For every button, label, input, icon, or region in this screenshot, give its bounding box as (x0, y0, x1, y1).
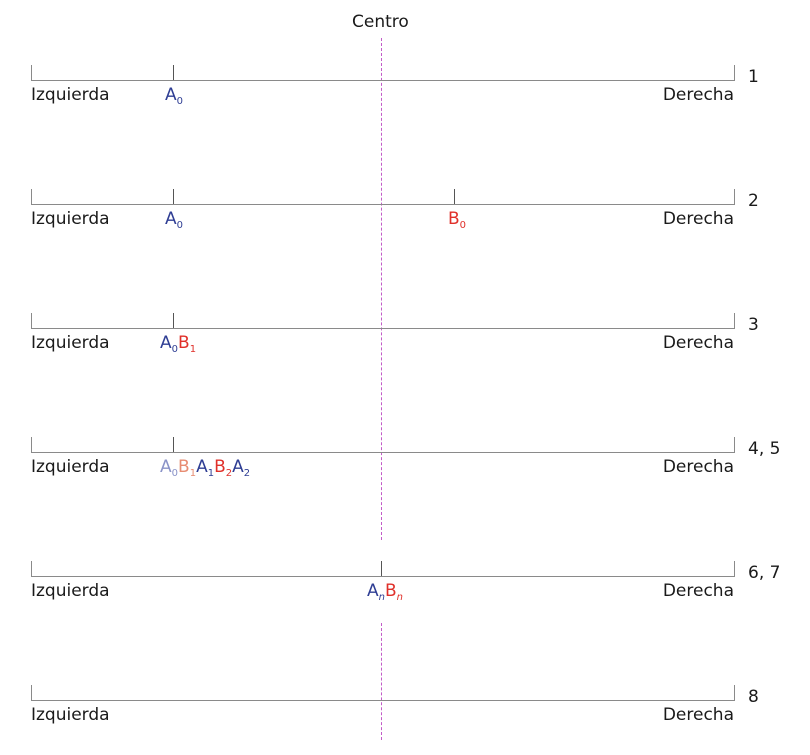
right-end-tick (734, 189, 735, 204)
axis-line (31, 700, 735, 701)
left-end-tick (31, 437, 32, 452)
label-a2: A2 (232, 457, 251, 479)
position-tick-a (173, 437, 174, 452)
position-tick-b (454, 189, 455, 204)
axis-line (31, 576, 735, 577)
step-number: 3 (748, 315, 759, 335)
left-end-tick (31, 189, 32, 204)
left-end-tick (31, 685, 32, 700)
step-number: 8 (748, 687, 759, 707)
right-end-tick (734, 313, 735, 328)
position-label-a0: A0 (165, 85, 184, 107)
label-a0-faded: A0 (160, 457, 179, 479)
label-a0: A0 (160, 333, 179, 355)
position-tick-center (381, 561, 382, 576)
step-row-6-7: 6, 7 Izquierda Derecha AnBn (0, 561, 810, 621)
position-labels: A0B1 (160, 333, 196, 355)
left-label: Izquierda (31, 209, 110, 229)
left-end-tick (31, 313, 32, 328)
axis-line (31, 80, 735, 81)
step-number: 4, 5 (748, 439, 781, 459)
position-labels: A0B1A1B2A2 (160, 457, 250, 479)
right-end-tick (734, 437, 735, 452)
left-label: Izquierda (31, 457, 110, 477)
right-label: Derecha (662, 209, 734, 229)
step-number: 6, 7 (748, 563, 781, 583)
right-label: Derecha (662, 705, 734, 725)
right-end-tick (734, 561, 735, 576)
position-label-a0: A0 (165, 209, 184, 231)
step-row-1: 1 Izquierda Derecha A0 (0, 65, 810, 125)
position-labels: AnBn (367, 581, 403, 603)
axis-line (31, 204, 735, 205)
label-bn: Bn (384, 581, 403, 603)
center-label: Centro (352, 12, 409, 32)
step-number: 2 (748, 191, 759, 211)
step-row-2: 2 Izquierda Derecha A0 B0 (0, 189, 810, 249)
step-row-4-5: 4, 5 Izquierda Derecha A0B1A1B2A2 (0, 437, 810, 497)
label-b1: B1 (178, 333, 197, 355)
right-label: Derecha (662, 333, 734, 353)
position-tick-a (173, 313, 174, 328)
step-number: 1 (748, 67, 759, 87)
left-end-tick (31, 65, 32, 80)
step-row-3: 3 Izquierda Derecha A0B1 (0, 313, 810, 373)
label-b1-faded: B1 (178, 457, 197, 479)
left-label: Izquierda (31, 705, 110, 725)
right-label: Derecha (662, 581, 734, 601)
center-dashed-line-lower (381, 623, 382, 740)
position-label-b0: B0 (448, 209, 467, 231)
right-end-tick (734, 65, 735, 80)
position-tick-a (173, 189, 174, 204)
label-b2: B2 (214, 457, 233, 479)
left-label: Izquierda (31, 581, 110, 601)
left-end-tick (31, 561, 32, 576)
position-tick-a (173, 65, 174, 80)
right-label: Derecha (662, 457, 734, 477)
left-label: Izquierda (31, 85, 110, 105)
label-a1: A1 (196, 457, 215, 479)
right-label: Derecha (662, 85, 734, 105)
left-label: Izquierda (31, 333, 110, 353)
axis-line (31, 452, 735, 453)
step-row-8: 8 Izquierda Derecha (0, 685, 810, 745)
axis-line (31, 328, 735, 329)
label-an: An (367, 581, 385, 603)
center-dashed-line-upper (381, 38, 382, 540)
right-end-tick (734, 685, 735, 700)
